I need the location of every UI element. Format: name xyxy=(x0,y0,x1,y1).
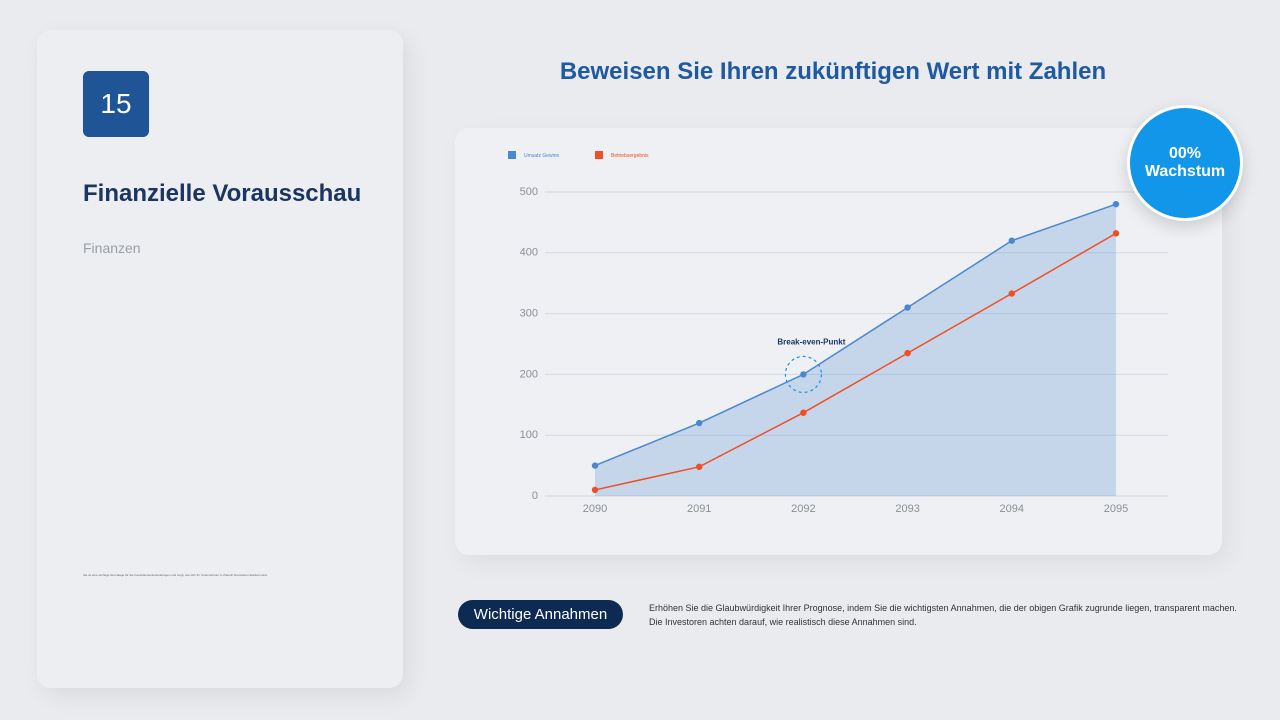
legend-swatch xyxy=(508,151,516,159)
badge-value: 00% xyxy=(1168,145,1202,162)
description-line: Die Investoren achten darauf, wie realis… xyxy=(649,617,917,627)
footnote: Sie ist eine wichtige Grundlage für die … xyxy=(83,573,268,577)
y-tick-label: 0 xyxy=(532,490,538,502)
y-tick-label: 200 xyxy=(520,368,538,380)
point xyxy=(591,462,599,469)
badge-label: Wachstum xyxy=(1144,163,1226,180)
description-line: Erhöhen Sie die Glaubwürdigkeit Ihrer Pr… xyxy=(649,603,1237,613)
chart-title: Beweisen Sie Ihren zukünftigen Wert mit … xyxy=(559,58,1107,85)
badge: 00% Wachstum xyxy=(1127,105,1243,221)
description: Erhöhen Sie die Glaubwürdigkeit Ihrer Pr… xyxy=(649,601,1237,629)
point xyxy=(904,304,911,311)
x-tick-label: 2094 xyxy=(1000,503,1024,515)
x-tick-label: 2091 xyxy=(687,503,711,515)
point xyxy=(904,349,911,357)
point xyxy=(1112,230,1120,237)
annotation-ring xyxy=(784,355,823,393)
section: Finanzen xyxy=(83,240,141,256)
y-tick-label: 400 xyxy=(520,247,538,259)
point xyxy=(800,371,807,378)
slide-number: 15 xyxy=(83,71,149,137)
x-tick-label: 2095 xyxy=(1104,503,1128,515)
y-tick-label: 300 xyxy=(520,308,538,320)
annotation-label: Break-even-Punkt xyxy=(777,338,845,347)
y-tick-label: 100 xyxy=(520,429,538,441)
legend-swatch xyxy=(595,151,603,159)
point xyxy=(1008,290,1015,297)
legend-label: Betriebsergebnis xyxy=(611,153,649,159)
x-tick-label: 2090 xyxy=(583,503,607,515)
point xyxy=(591,486,599,494)
area xyxy=(595,204,1116,496)
point xyxy=(696,419,703,427)
point xyxy=(1112,200,1120,208)
point xyxy=(696,463,703,471)
point xyxy=(800,409,807,416)
line xyxy=(594,203,1117,467)
heading: Finanzielle Vorausschau xyxy=(83,180,362,207)
side-card: 15 Finanzielle Vorausschau Finanzen Sie … xyxy=(37,30,403,688)
y-tick-label: 500 xyxy=(520,186,538,198)
chart-card xyxy=(455,128,1222,555)
legend-label: Umsatz Gewinn xyxy=(524,153,560,159)
point xyxy=(1008,237,1015,244)
x-tick-label: 2093 xyxy=(895,503,919,515)
line xyxy=(594,232,1117,491)
assumptions-button[interactable]: Wichtige Annahmen xyxy=(458,600,623,629)
x-tick-label: 2092 xyxy=(791,503,815,515)
